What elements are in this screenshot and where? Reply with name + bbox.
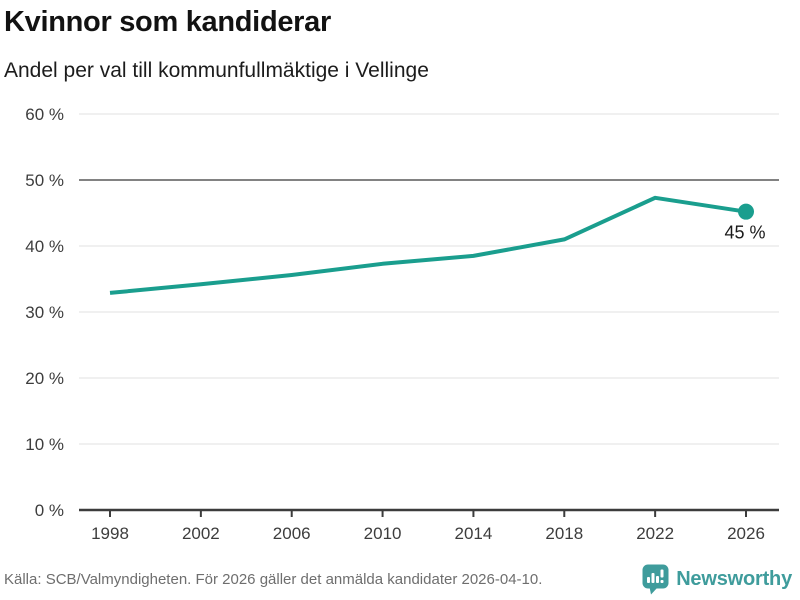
y-tick-label: 30 %: [25, 303, 64, 322]
x-tick-label: 2002: [182, 524, 220, 543]
x-tick-label: 2010: [364, 524, 402, 543]
x-tick-label: 2018: [545, 524, 583, 543]
chart-subtitle: Andel per val till kommunfullmäktige i V…: [4, 59, 429, 82]
chart-footer: Källa: SCB/Valmyndigheten. För 2026 gäll…: [4, 564, 792, 595]
series-end-dot: [738, 203, 754, 220]
brand-name: Newsworthy: [676, 568, 792, 590]
x-tick-label: 2022: [636, 524, 674, 543]
y-tick-label: 60 %: [25, 105, 64, 124]
x-tick-label: 2026: [727, 524, 765, 543]
end-value-label: 45 %: [724, 223, 765, 243]
newsworthy-logo: Newsworthy: [642, 564, 792, 595]
y-tick-label: 40 %: [25, 237, 64, 256]
series-line: [109, 195, 747, 295]
x-tick-label: 2014: [455, 524, 493, 543]
chart-title: Kvinnor som kandiderar: [4, 6, 331, 38]
y-tick-label: 20 %: [25, 369, 64, 388]
x-tick-label: 1998: [91, 524, 129, 543]
source-note: Källa: SCB/Valmyndigheten. För 2026 gäll…: [4, 571, 543, 588]
plot-area: 0 % 10 % 20 % 30 % 40 % 50 % 60 % 1998 2002 2006 2…: [25, 105, 779, 543]
y-tick-label: 10 %: [25, 435, 64, 454]
y-tick-label: 50 %: [25, 171, 64, 190]
y-tick-label: 0 %: [35, 501, 64, 520]
bar-chart-speech-bubble-icon: [642, 564, 669, 595]
x-tick-label: 2006: [273, 524, 311, 543]
